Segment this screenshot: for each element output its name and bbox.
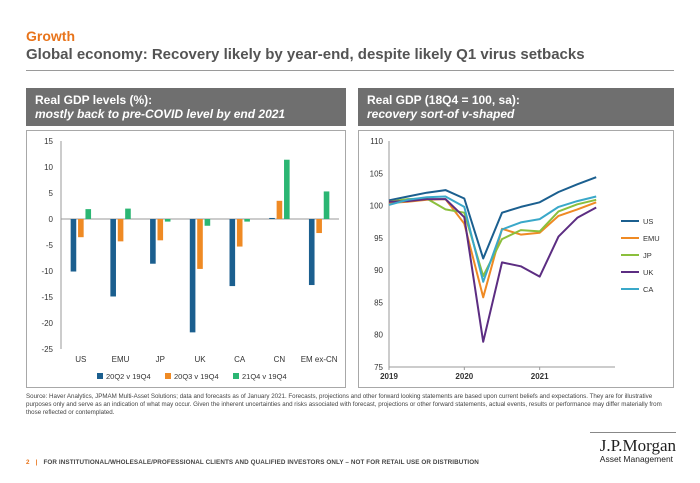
left-panel-title: Real GDP levels (%): mostly back to pre-…: [26, 88, 346, 126]
source-note: Source: Haver Analytics, JPMAM Multi-Ass…: [26, 393, 662, 416]
page-number: 2: [26, 459, 30, 466]
line-series-us: [388, 176, 597, 260]
line-x-tick-label: 2020: [455, 372, 473, 381]
bar-ca-3: [244, 219, 250, 222]
bar-em-ex-cn-2: [316, 219, 322, 234]
left-panel-title-line1: Real GDP levels (%):: [35, 93, 153, 107]
bar-chart-svg: 15 10 5 0 -5 -10 -15 -20 -25 US EMU JP UK CA CN EM ex-C…: [41, 137, 339, 381]
right-panel-title-line2: recovery sort-of v-shaped: [367, 107, 515, 121]
bar-jp-1: [150, 219, 156, 264]
jpmorgan-logo: J.P.Morgan Asset Management: [600, 437, 676, 465]
bar-cn-2: [276, 200, 283, 219]
bar-y-tick-label: 5: [49, 189, 54, 198]
right-panel-title: Real GDP (18Q4 = 100, sa): recovery sort…: [358, 88, 674, 126]
page-title: Global economy: Recovery likely by year-…: [26, 46, 585, 63]
bar-jp-3: [164, 219, 171, 222]
bar-legend-swatch: [97, 373, 103, 379]
line-y-tick-label: 95: [374, 234, 383, 243]
bar-em-ex-cn-3: [323, 191, 330, 219]
footer-disclaimer: FOR INSTITUTIONAL/WHOLESALE/PROFESSIONAL…: [43, 459, 479, 466]
bar-category-label: UK: [194, 355, 206, 364]
bar-cn-1: [269, 217, 275, 219]
line-legend-label: JP: [643, 251, 652, 260]
bar-ca-1: [229, 219, 236, 287]
line-y-tick-label: 100: [370, 202, 384, 211]
bar-em-ex-cn-1: [308, 219, 315, 286]
bar-us-3: [85, 209, 92, 219]
bar-uk-1: [189, 219, 196, 333]
bar-emu-1: [110, 219, 116, 297]
bar-legend-label: 21Q4 v 19Q4: [242, 372, 287, 381]
bar-emu-3: [125, 208, 131, 219]
bar-y-tick-label: 15: [44, 137, 53, 146]
line-series-ca: [388, 195, 597, 283]
line-legend-label: UK: [643, 268, 653, 277]
bar-y-tick-label: -5: [46, 241, 54, 250]
bar-jp-2: [157, 219, 164, 241]
bar-category-label: CN: [274, 355, 286, 364]
bar-category-label: EM ex-CN: [301, 355, 338, 364]
bar-category-label: EMU: [112, 355, 130, 364]
line-legend-label: US: [643, 217, 653, 226]
bar-ca-2: [236, 219, 243, 247]
bar-y-tick-label: 0: [49, 215, 54, 224]
line-y-tick-label: 75: [374, 363, 383, 372]
bar-y-tick-label: -15: [41, 293, 53, 302]
line-y-tick-label: 105: [370, 169, 384, 178]
bar-us-2: [78, 219, 84, 238]
line-x-tick-label: 2021: [531, 372, 549, 381]
bar-y-tick-label: 10: [44, 163, 53, 172]
line-y-tick-label: 80: [374, 331, 383, 340]
title-divider: [26, 70, 674, 71]
bar-category-label: CA: [234, 355, 246, 364]
bar-legend-swatch: [165, 373, 171, 379]
line-x-tick-label: 2019: [380, 372, 398, 381]
bar-us-1: [70, 219, 77, 272]
logo-divider: [590, 432, 676, 433]
line-legend-label: CA: [643, 285, 653, 294]
bar-uk-3: [204, 219, 211, 226]
bar-y-tick-label: -20: [41, 319, 53, 328]
line-y-tick-label: 90: [374, 266, 383, 275]
real-gdp-line-chart: 110 105 100 95 90 85 80 75 2019 2020 2021 US EMU JP UK…: [358, 130, 674, 388]
line-y-tick-label: 110: [370, 137, 383, 146]
bar-category-label: JP: [156, 355, 165, 364]
section-label: Growth: [26, 28, 75, 44]
bar-legend-label: 20Q2 v 19Q4: [106, 372, 151, 381]
right-panel-title-line1: Real GDP (18Q4 = 100, sa):: [367, 93, 520, 107]
line-legend-label: EMU: [643, 234, 660, 243]
bar-uk-2: [197, 219, 203, 269]
line-series-uk: [388, 198, 597, 343]
bar-legend-label: 20Q3 v 19Q4: [174, 372, 219, 381]
bar-cn-3: [284, 159, 290, 219]
bar-y-tick-label: -25: [41, 345, 53, 354]
bar-y-tick-label: -10: [41, 267, 53, 276]
line-y-tick-label: 85: [374, 298, 383, 307]
bar-category-label: US: [75, 355, 86, 364]
footer: 2 | FOR INSTITUTIONAL/WHOLESALE/PROFESSION…: [26, 459, 479, 466]
bar-legend-swatch: [233, 373, 239, 379]
footer-separator: |: [35, 459, 38, 466]
gdp-levels-bar-chart: 15 10 5 0 -5 -10 -15 -20 -25 US EMU JP UK CA CN EM ex-C…: [26, 130, 346, 388]
left-panel-title-line2: mostly back to pre-COVID level by end 20…: [35, 107, 286, 121]
logo-wordmark: J.P.Morgan: [599, 436, 676, 455]
bar-emu-2: [117, 219, 124, 242]
logo-subtitle: Asset Management: [599, 454, 674, 464]
line-series-emu: [388, 198, 597, 299]
